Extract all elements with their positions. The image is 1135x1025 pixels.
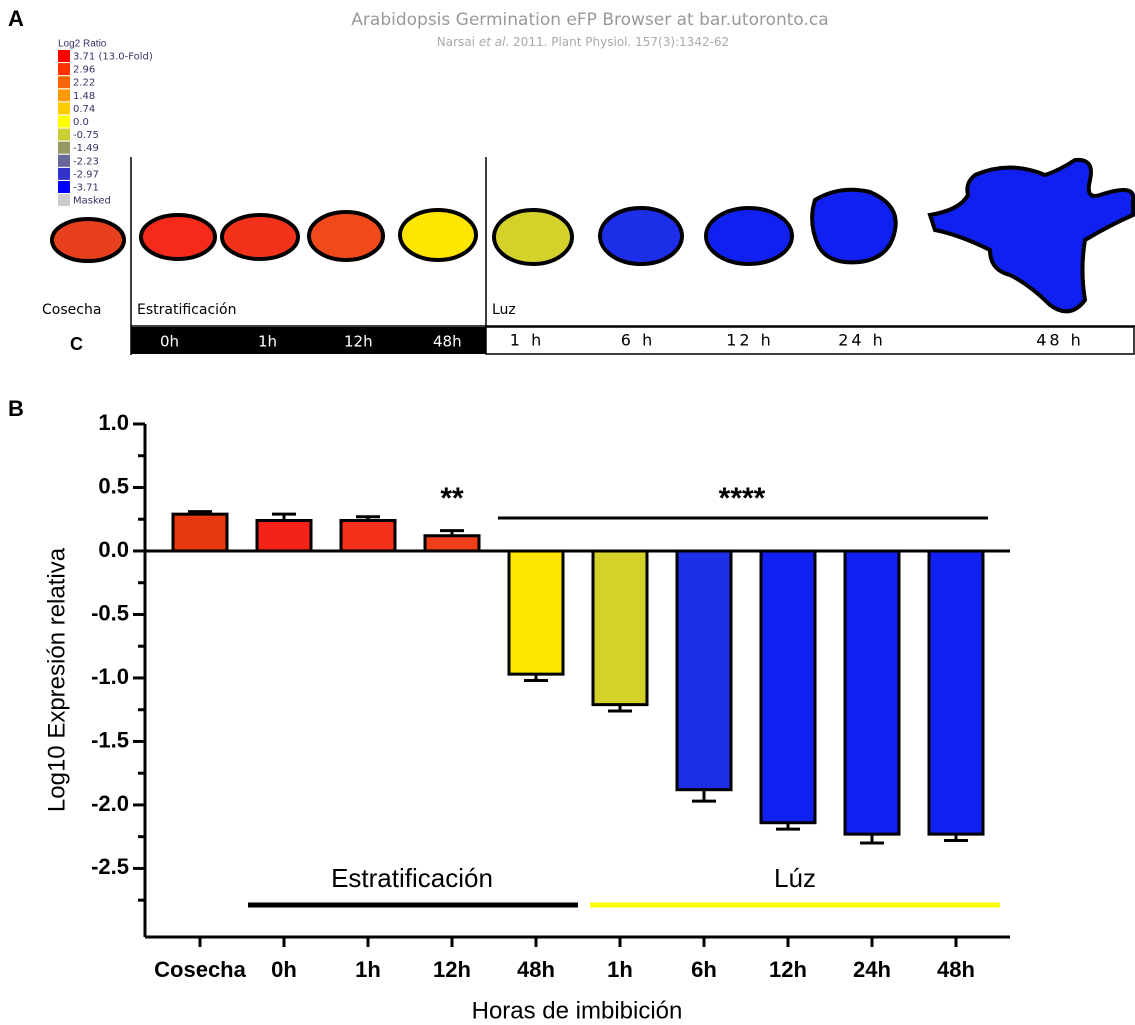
- x-tick-label: Cosecha: [154, 957, 246, 982]
- legend-label: -2.23: [73, 156, 99, 167]
- time-band: [485, 326, 1135, 355]
- legend-title: Log2 Ratio: [58, 39, 107, 50]
- y-tick-label: 0.0: [98, 537, 129, 562]
- group-label: Lúz: [774, 863, 816, 893]
- legend-swatch: [58, 128, 70, 141]
- x-axis-title: Horas de imbibición: [472, 997, 683, 1024]
- legend-swatch: [58, 89, 70, 102]
- legend-swatch: [58, 63, 70, 76]
- time-label: 1h: [258, 333, 277, 351]
- seed: [307, 210, 385, 262]
- bar: [255, 519, 313, 553]
- x-tick-label: 1h: [607, 957, 633, 982]
- seed: [139, 213, 217, 261]
- seed: [704, 206, 794, 266]
- legend-swatch: [58, 141, 70, 154]
- time-label: 1 h: [510, 331, 544, 350]
- y-axis-title: Log10 Expresión relativa: [43, 547, 70, 812]
- bar: [675, 549, 733, 792]
- legend-swatch: [58, 194, 70, 207]
- panel-letter: B: [8, 396, 24, 421]
- x-tick-label: 12h: [433, 957, 471, 982]
- seedling: [927, 157, 1135, 314]
- bar: [423, 534, 481, 553]
- bar: [507, 549, 565, 676]
- plot: 1.0 0.5 0.0 -0.5 -1.0 -1.5 -2.0 -2.5 Cosecha 0h 1h…: [91, 410, 1010, 982]
- seed: [398, 208, 478, 262]
- citation: Narsai et al. 2011. Plant Physiol. 157(3…: [437, 35, 729, 49]
- time-label: 48h: [433, 333, 462, 351]
- seed: [50, 217, 126, 263]
- group-label: Cosecha: [42, 302, 101, 318]
- time-label: 12 h: [726, 331, 774, 350]
- legend-swatch: [58, 76, 70, 89]
- x-tick-label: 48h: [517, 957, 555, 982]
- x-tick-label: 6h: [691, 957, 717, 982]
- time-label: 48 h: [1036, 331, 1084, 350]
- panel-letter: A: [8, 6, 24, 31]
- y-tick-label: -0.5: [91, 600, 129, 625]
- legend-swatch: [58, 167, 70, 180]
- legend-label: 0.74: [73, 104, 95, 115]
- legend-label: -1.49: [73, 143, 99, 154]
- legend-swatch: [58, 102, 70, 115]
- legend-label: 2.96: [73, 65, 95, 76]
- citation-part: Narsai: [437, 35, 479, 49]
- time-label: 24 h: [838, 331, 886, 350]
- time-labels: 0h 1h 12h 48h 1 h 6 h 12 h 24 h 48 h: [160, 331, 1084, 351]
- bar: [171, 512, 229, 553]
- bar: [759, 549, 817, 825]
- y-tick-label: 1.0: [98, 410, 129, 435]
- legend-label: 0.0: [73, 117, 89, 128]
- bar: [927, 549, 985, 836]
- legend-label: 2.22: [73, 78, 95, 89]
- seed: [492, 208, 574, 266]
- significance: ****: [719, 482, 766, 515]
- legend-label: 3.71 (13.0-Fold): [73, 52, 153, 63]
- efp-title: Arabidopsis Germination eFP Browser at b…: [351, 10, 828, 30]
- legend-swatch: [58, 154, 70, 167]
- group-label: Estratificación: [137, 302, 236, 318]
- time-label: 12h: [344, 333, 373, 351]
- seeds: [50, 157, 1135, 314]
- x-tick-label: 48h: [937, 957, 975, 982]
- significance: **: [440, 482, 464, 515]
- citation-part: et al: [479, 35, 506, 49]
- y-tick-label: -2.5: [91, 854, 129, 879]
- x-tick-label: 1h: [355, 957, 381, 982]
- time-band: [131, 327, 486, 354]
- time-label: 0h: [160, 333, 179, 351]
- y-tick-label: -2.0: [91, 791, 129, 816]
- legend-swatch: [58, 181, 70, 193]
- citation-part: . 2011. Plant Physiol. 157(3):1342-62: [505, 35, 729, 49]
- legend-label: -3.71: [73, 183, 99, 194]
- x-tick-label: 0h: [271, 957, 297, 982]
- legend-label: -0.75: [73, 130, 99, 141]
- x-tick-label: 12h: [769, 957, 807, 982]
- legend-label: Masked: [73, 196, 111, 207]
- bar: [339, 519, 397, 553]
- seed: [220, 213, 300, 261]
- legend-swatch: [58, 115, 70, 128]
- legend-label: -2.97: [73, 169, 99, 180]
- bar: [843, 549, 901, 836]
- group-label: Luz: [492, 302, 516, 318]
- legend-swatch: [58, 50, 70, 62]
- legend-label: 1.48: [73, 91, 95, 102]
- time-label: 6 h: [621, 331, 655, 350]
- bar: [591, 549, 649, 707]
- x-tick-label: 24h: [853, 957, 891, 982]
- legend: 3.71 (13.0-Fold) 2.96 2.22 1.48 0.74 0.0 -0.75…: [58, 50, 153, 207]
- y-tick-label: 0.5: [98, 473, 129, 498]
- y-tick-label: -1.5: [91, 727, 129, 752]
- seedling: [810, 187, 898, 265]
- group-label: Estratificación: [331, 863, 493, 893]
- y-tick-label: -1.0: [91, 664, 129, 689]
- row-label: C: [70, 334, 83, 354]
- seed: [598, 206, 684, 266]
